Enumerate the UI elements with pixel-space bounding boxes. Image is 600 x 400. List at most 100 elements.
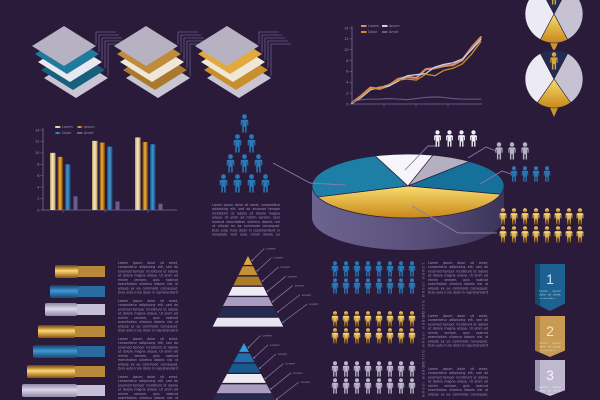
stack-teal: [32, 26, 128, 98]
legend-label: Amet: [84, 131, 94, 135]
person-icon: [364, 278, 372, 294]
pyramid-layer: [216, 384, 272, 394]
ribbon-bar-tail: [71, 385, 105, 396]
person-icon: [397, 378, 405, 394]
vertical-label: LOREM IPSUM DOLOR: [421, 263, 425, 318]
stack-connector-line: [98, 34, 119, 52]
legend-label: Lorem: [62, 125, 74, 129]
person-icon: [408, 328, 416, 344]
person-icon: [397, 328, 405, 344]
person-icon: [331, 361, 339, 377]
person-icon: [532, 166, 540, 182]
person-icon: [521, 208, 529, 225]
gold-grid: [499, 208, 584, 243]
person-icon: [576, 226, 584, 243]
line-series-lightblue: [351, 38, 482, 105]
bar-blue: [150, 144, 156, 210]
person-icon: [554, 208, 562, 225]
person-icon: [364, 311, 372, 327]
people-pyramid: [219, 114, 270, 193]
y-tick-label: 6: [37, 174, 39, 178]
person-icon: [532, 208, 540, 225]
person-icon: [543, 166, 551, 182]
banner-number: 1: [546, 271, 554, 287]
callout-label: Lorem: [302, 293, 311, 297]
legend-swatch: [77, 132, 83, 134]
row-blue: [331, 261, 416, 294]
ribbon-bar-blue: [50, 285, 78, 298]
y-tick-label: 8: [346, 59, 348, 63]
person-icon: [342, 361, 350, 377]
person-icon: [499, 208, 507, 225]
person-icon: [408, 311, 416, 327]
person-icon: [565, 226, 573, 243]
white-group: [434, 130, 477, 147]
callout-label: Lorem: [295, 284, 304, 288]
person-icon: [240, 154, 249, 173]
person-icon: [353, 361, 361, 377]
row-gold: [331, 311, 416, 344]
y-tick-label: 10: [35, 151, 39, 155]
person-icon: [576, 208, 584, 225]
banner-caption: Lorem ipsum dolor sit amet, consectetur …: [539, 342, 561, 351]
ribbon-bar-tail: [72, 266, 105, 277]
person-icon: [397, 361, 405, 377]
stack-connector-line: [261, 34, 282, 52]
person-icon: [331, 311, 339, 327]
banner-fold: [535, 316, 540, 357]
legend-swatch: [77, 126, 83, 128]
banner-caption-text: Lorem ipsum dolor sit amet, consectetur …: [539, 386, 561, 395]
person-icon: [375, 378, 383, 394]
ribbon-bar-lavender: [22, 384, 77, 397]
callout-label: Lorem: [301, 380, 310, 384]
callout-label: Lorem: [285, 361, 294, 365]
callout-line: [265, 363, 284, 379]
callout-label: Lorem: [270, 343, 279, 347]
person-icon: [408, 278, 416, 294]
stack-connector-line: [264, 37, 285, 60]
person-icon: [233, 134, 242, 153]
person-icon: [375, 361, 383, 377]
person-icon: [342, 278, 350, 294]
legend-label: Amet: [389, 30, 399, 34]
banner-caption: Lorem ipsum dolor sit amet, consectetur …: [539, 386, 561, 395]
stack-connector-line: [183, 37, 204, 60]
person-icon: [543, 226, 551, 243]
text-block: Lorem ipsum dolor sit amet, consectetur …: [118, 375, 178, 399]
y-tick-label: 14: [344, 26, 349, 30]
pyramid-layer: [222, 374, 266, 383]
banner-1: 1 Lorem ipsum dolor sit amet, consectetur…: [535, 264, 565, 311]
circle-badges: [524, 0, 584, 117]
badge-wedge-top: [539, 49, 569, 80]
text-block: Lorem ipsum dolor sit amet, consectetur …: [118, 261, 178, 295]
callout-line: [257, 257, 272, 271]
line-chart: 0 2 4 6 8 10 12 14 Lorem Ipsum Dolor Amet: [344, 24, 482, 107]
text-block: Lorem ipsum dolor sit amet, consectetur …: [118, 337, 178, 371]
callout-line: [277, 294, 301, 313]
person-icon: [261, 174, 270, 193]
bar-purple: [73, 196, 78, 210]
bar-cream: [50, 152, 56, 210]
person-icon: [353, 278, 361, 294]
bar-cream: [92, 140, 98, 210]
person-icon: [342, 378, 350, 394]
pyramid-layer: [212, 394, 276, 400]
pyramid-layer: [212, 317, 284, 327]
ribbon-bar-tail: [71, 346, 105, 357]
pyramid-blue: Lorem Lorem Lorem Lorem Lorem Lorem: [212, 333, 310, 400]
text-block: Lorem ipsum dolor sit amet, consectetur …: [428, 314, 488, 348]
person-icon: [408, 261, 416, 277]
person-icon: [364, 328, 372, 344]
text-block: Lorem ipsum dolor sit amet, consectetur …: [118, 299, 178, 333]
line-series-purple: [351, 96, 482, 103]
ribbon-bar-gold: [38, 325, 75, 338]
ribbon-bar-blue: [33, 345, 77, 358]
legend-label: Dolor: [62, 131, 72, 135]
callout-label: Lorem: [273, 256, 282, 260]
person-icon: [386, 328, 394, 344]
person-icon: [342, 311, 350, 327]
person-icon: [353, 261, 361, 277]
person-icon: [353, 311, 361, 327]
person-icon: [342, 261, 350, 277]
pyramid-layer: [239, 343, 249, 352]
